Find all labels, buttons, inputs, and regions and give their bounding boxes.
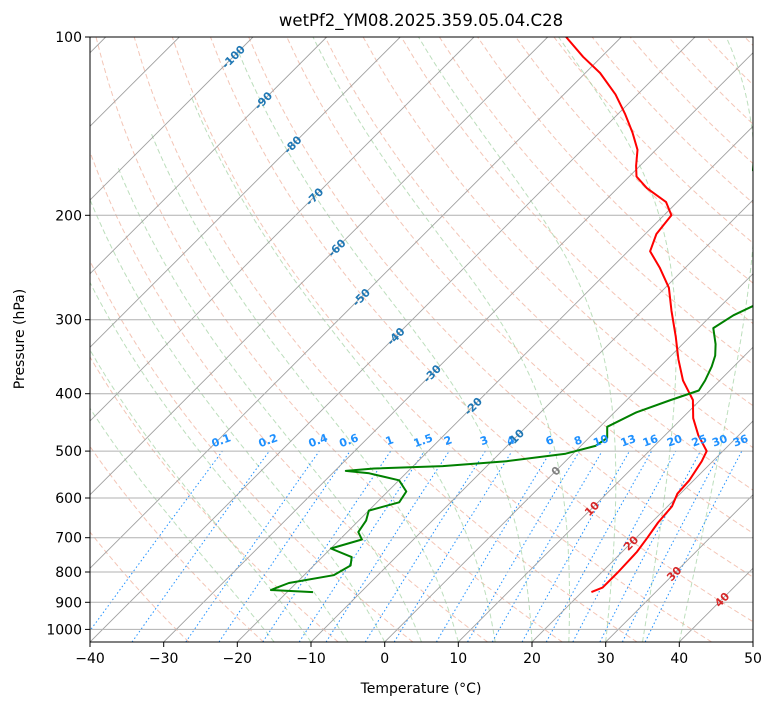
x-tick-label: 20	[523, 651, 541, 667]
isotherm	[236, 125, 753, 642]
dry-adiabat	[90, 150, 488, 642]
dry-adiabat	[90, 531, 190, 642]
moist-adiabat	[90, 407, 275, 642]
dry-adiabat	[90, 356, 339, 642]
dry-adiabat	[248, 37, 753, 578]
y-tick-label: 700	[55, 531, 82, 547]
y-tick-label: 500	[55, 444, 82, 460]
y-tick-label: 800	[55, 565, 82, 581]
mixing-ratio-label: 8	[572, 433, 584, 448]
x-axis: −40 −30 −20 −10 0 10 20 30 40 50	[75, 642, 762, 667]
mixing-ratio-label: 6	[544, 433, 556, 448]
x-tick-label: 30	[597, 651, 615, 667]
mixing-ratio-label: 16	[641, 432, 660, 450]
dry-adiabat	[95, 37, 563, 642]
chart-title: wetPf2_YM08.2025.359.05.04.C28	[279, 11, 563, 31]
isotherm	[90, 37, 401, 348]
mixing-ratio-line	[644, 450, 743, 642]
isotherm	[531, 420, 753, 642]
y-tick-label: 400	[55, 387, 82, 403]
x-tick-label: −10	[296, 651, 326, 667]
temperature-profile	[565, 37, 708, 594]
x-tick-label: 40	[670, 651, 688, 667]
x-tick-label: −30	[149, 651, 179, 667]
isotherm	[90, 37, 622, 569]
mixing-ratio-label: 10	[591, 432, 610, 450]
dry-adiabat	[400, 37, 753, 407]
mixing-ratio-label: 1.5	[412, 431, 435, 450]
mixing-ratio-label: 13	[619, 432, 638, 449]
mixing-ratio-line	[90, 450, 223, 632]
mixing-ratio-label: 2	[442, 433, 454, 448]
isotherm	[310, 199, 753, 642]
moist-adiabat	[237, 49, 533, 642]
mixing-ratio-label: 20	[665, 432, 684, 450]
mixing-ratio-line	[185, 450, 320, 642]
moist-adiabat	[116, 165, 422, 642]
moist-adiabat	[189, 94, 496, 642]
x-tick-label: −40	[75, 651, 105, 667]
mixing-ratio-line	[131, 450, 270, 642]
moist-adiabat	[90, 198, 386, 642]
mixing-ratio-line	[572, 450, 677, 642]
isotherm	[384, 273, 753, 642]
y-tick-label: 100	[55, 30, 82, 46]
x-tick-label: 50	[744, 651, 762, 667]
dry-adiabat	[438, 37, 753, 366]
dry-adiabat	[515, 37, 753, 284]
mixing-ratio-line	[262, 450, 392, 642]
y-axis-label: Pressure (hPa)	[12, 289, 28, 389]
dewpoint-profile	[269, 161, 753, 594]
moist-adiabat	[418, 37, 617, 642]
plot-frame	[89, 36, 754, 643]
mixing-ratio-label: 1	[384, 433, 396, 448]
mixing-ratio-line	[393, 450, 513, 642]
mixing-ratio-line	[325, 450, 450, 642]
x-tick-label: −20	[223, 651, 253, 667]
pressure-gridlines	[90, 37, 753, 630]
mixing-ratio-label: 3	[478, 433, 490, 448]
isotherm	[90, 37, 549, 496]
x-axis-label: Temperature (°C)	[360, 681, 482, 697]
y-tick-label: 600	[55, 491, 82, 507]
mixing-ratio-label: 36	[731, 432, 750, 450]
isotherm	[90, 37, 475, 422]
series-layer	[269, 37, 753, 594]
dry-adiabat	[210, 37, 753, 623]
mixing-ratio-label: 25	[690, 432, 709, 449]
isotherm	[605, 494, 753, 642]
mixing-ratio-label: 0.4	[307, 431, 330, 450]
y-tick-label: 1000	[46, 622, 82, 638]
mixing-ratio-label: 0.6	[338, 431, 361, 450]
mixing-ratio-label: 4	[505, 433, 517, 448]
x-tick-label: 0	[380, 651, 389, 667]
dry-adiabat	[133, 37, 638, 642]
moist-adiabat	[312, 37, 570, 642]
mixing-ratio-line	[545, 450, 653, 642]
mixing-ratio-line	[218, 450, 351, 642]
background-lines	[90, 37, 753, 642]
moist-adiabat	[558, 37, 677, 642]
x-tick-label: 10	[449, 651, 467, 667]
y-tick-label: 900	[55, 595, 82, 611]
isotherm	[90, 37, 254, 201]
dry-adiabat	[324, 37, 753, 491]
mixing-ratio-label: 0.2	[257, 431, 280, 450]
moist-adiabat	[678, 37, 753, 642]
y-axis: 100 200 300 400 500 600 700 800 900 1000	[46, 30, 90, 638]
mixing-ratio-label: 0.1	[210, 431, 233, 450]
mixing-ratio-label: 30	[710, 432, 729, 450]
y-tick-label: 200	[55, 208, 82, 224]
dry-adiabat	[171, 37, 712, 642]
mixing-ratio-line	[521, 450, 630, 642]
isotherm	[163, 52, 753, 642]
isotherm	[90, 37, 696, 642]
moist-adiabat	[90, 349, 312, 642]
isotherm	[90, 37, 328, 275]
isotherm	[457, 346, 753, 642]
y-tick-label: 300	[55, 313, 82, 329]
dry-adiabat	[90, 445, 264, 642]
